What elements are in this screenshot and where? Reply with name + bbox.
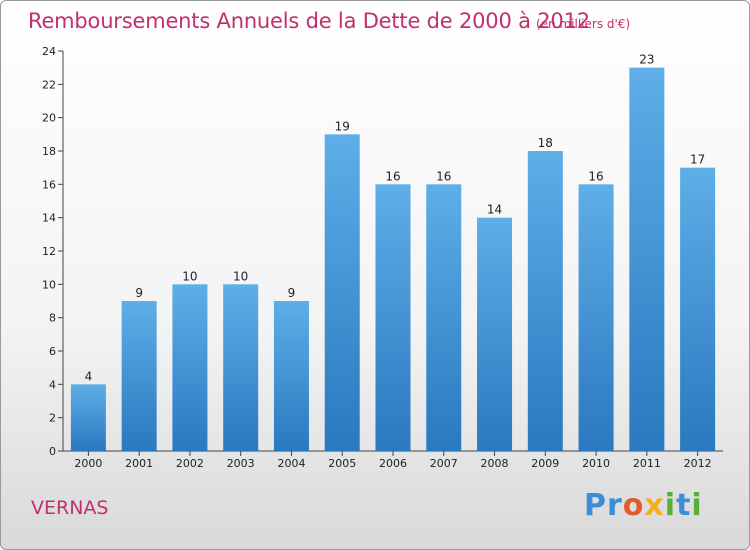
data-label: 16 — [588, 169, 603, 183]
logo-letter: r — [607, 488, 623, 523]
logo-letter: o — [622, 488, 645, 523]
y-tick-label: 6 — [49, 345, 56, 358]
bar — [375, 184, 411, 452]
x-tick-label: 2000 — [74, 457, 102, 470]
x-tick-label: 2008 — [481, 457, 509, 470]
bar — [172, 284, 208, 451]
x-tick-label: 2004 — [277, 457, 305, 470]
data-label: 9 — [135, 286, 143, 300]
logo-letter: P — [584, 488, 607, 523]
y-tick-label: 20 — [42, 112, 56, 125]
y-tick-label: 2 — [49, 412, 56, 425]
bar — [578, 184, 614, 452]
proxiti-logo[interactable]: Proxiti — [584, 488, 703, 523]
commune-name: VERNAS — [31, 497, 109, 519]
x-tick-label: 2012 — [684, 457, 712, 470]
bar — [70, 384, 106, 451]
y-tick-label: 12 — [42, 245, 56, 258]
x-tick-label: 2009 — [531, 457, 559, 470]
y-tick-label: 24 — [42, 45, 56, 58]
data-label: 10 — [182, 269, 197, 283]
bar — [324, 134, 360, 452]
data-label: 23 — [639, 53, 654, 67]
x-tick-label: 2002 — [176, 457, 204, 470]
x-tick-label: 2006 — [379, 457, 407, 470]
data-label: 16 — [385, 169, 400, 183]
x-tick-label: 2005 — [328, 457, 356, 470]
y-tick-label: 8 — [49, 312, 56, 325]
data-label: 18 — [538, 136, 553, 150]
bar — [527, 151, 563, 451]
bar — [680, 167, 716, 451]
data-label: 16 — [436, 169, 451, 183]
bar — [629, 67, 665, 452]
x-tick-label: 2011 — [633, 457, 661, 470]
chart-subtitle: (en milliers d'€) — [536, 17, 631, 31]
data-label: 9 — [288, 286, 296, 300]
x-tick-label: 2003 — [227, 457, 255, 470]
x-tick-label: 2001 — [125, 457, 153, 470]
y-tick-label: 22 — [42, 78, 56, 91]
bar — [426, 184, 462, 452]
y-tick-label: 10 — [42, 278, 56, 291]
logo-letter: t — [676, 488, 692, 523]
logo-letter: i — [691, 488, 703, 523]
data-label: 10 — [233, 269, 248, 283]
bar — [223, 284, 259, 451]
y-tick-label: 4 — [49, 378, 56, 391]
data-label: 14 — [487, 203, 502, 217]
y-tick-label: 18 — [42, 145, 56, 158]
data-label: 19 — [335, 119, 350, 133]
x-tick-label: 2010 — [582, 457, 610, 470]
chart-title: Remboursements Annuels de la Dette de 20… — [28, 9, 590, 33]
bar — [477, 217, 513, 451]
logo-letter: x — [644, 488, 665, 523]
data-label: 4 — [85, 369, 93, 383]
logo-letter: i — [664, 488, 677, 523]
bar — [121, 301, 157, 451]
bar — [273, 301, 309, 451]
y-tick-label: 0 — [49, 445, 56, 458]
x-tick-label: 2007 — [430, 457, 458, 470]
y-tick-label: 16 — [42, 178, 56, 191]
y-tick-label: 14 — [42, 212, 56, 225]
data-label: 17 — [690, 153, 705, 167]
